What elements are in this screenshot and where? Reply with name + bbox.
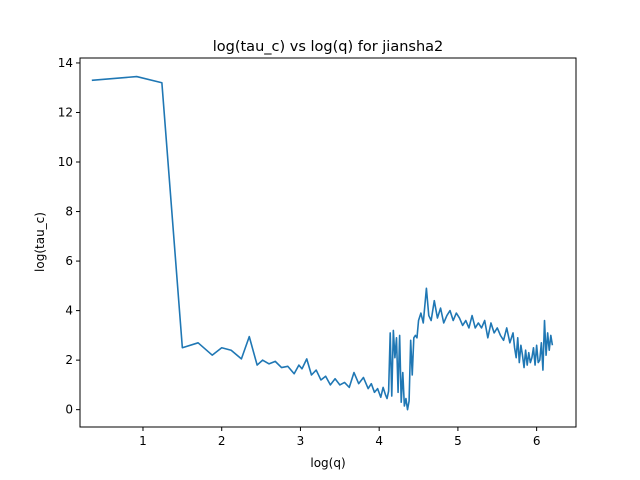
plot-line-layer — [91, 75, 554, 411]
chart-title: log(tau_c) vs log(q) for jiansha2 — [213, 39, 444, 55]
y-tick-label: 12 — [58, 105, 73, 119]
y-tick-label: 10 — [58, 155, 73, 169]
x-axis-ticks: 1 2 3 4 5 6 — [139, 427, 540, 448]
x-tick-label: 4 — [375, 434, 383, 448]
x-tick-label: 6 — [533, 434, 541, 448]
y-tick-label: 0 — [65, 403, 73, 417]
axes-frame — [79, 57, 577, 428]
x-tick-label: 5 — [454, 434, 462, 448]
y-tick-label: 14 — [58, 56, 73, 70]
series-line-0 — [91, 75, 554, 411]
y-tick-label: 6 — [65, 254, 73, 268]
x-axis-label: log(q) — [310, 456, 345, 470]
y-tick-label: 4 — [65, 304, 73, 318]
y-tick-label: 8 — [65, 205, 73, 219]
y-axis-ticks: 0 2 4 6 8 10 12 14 — [58, 56, 80, 417]
x-tick-label: 3 — [297, 434, 305, 448]
y-axis-label: log(tau_c) — [33, 212, 47, 272]
x-tick-label: 1 — [139, 434, 147, 448]
x-tick-label: 2 — [218, 434, 226, 448]
y-tick-label: 2 — [65, 353, 73, 367]
